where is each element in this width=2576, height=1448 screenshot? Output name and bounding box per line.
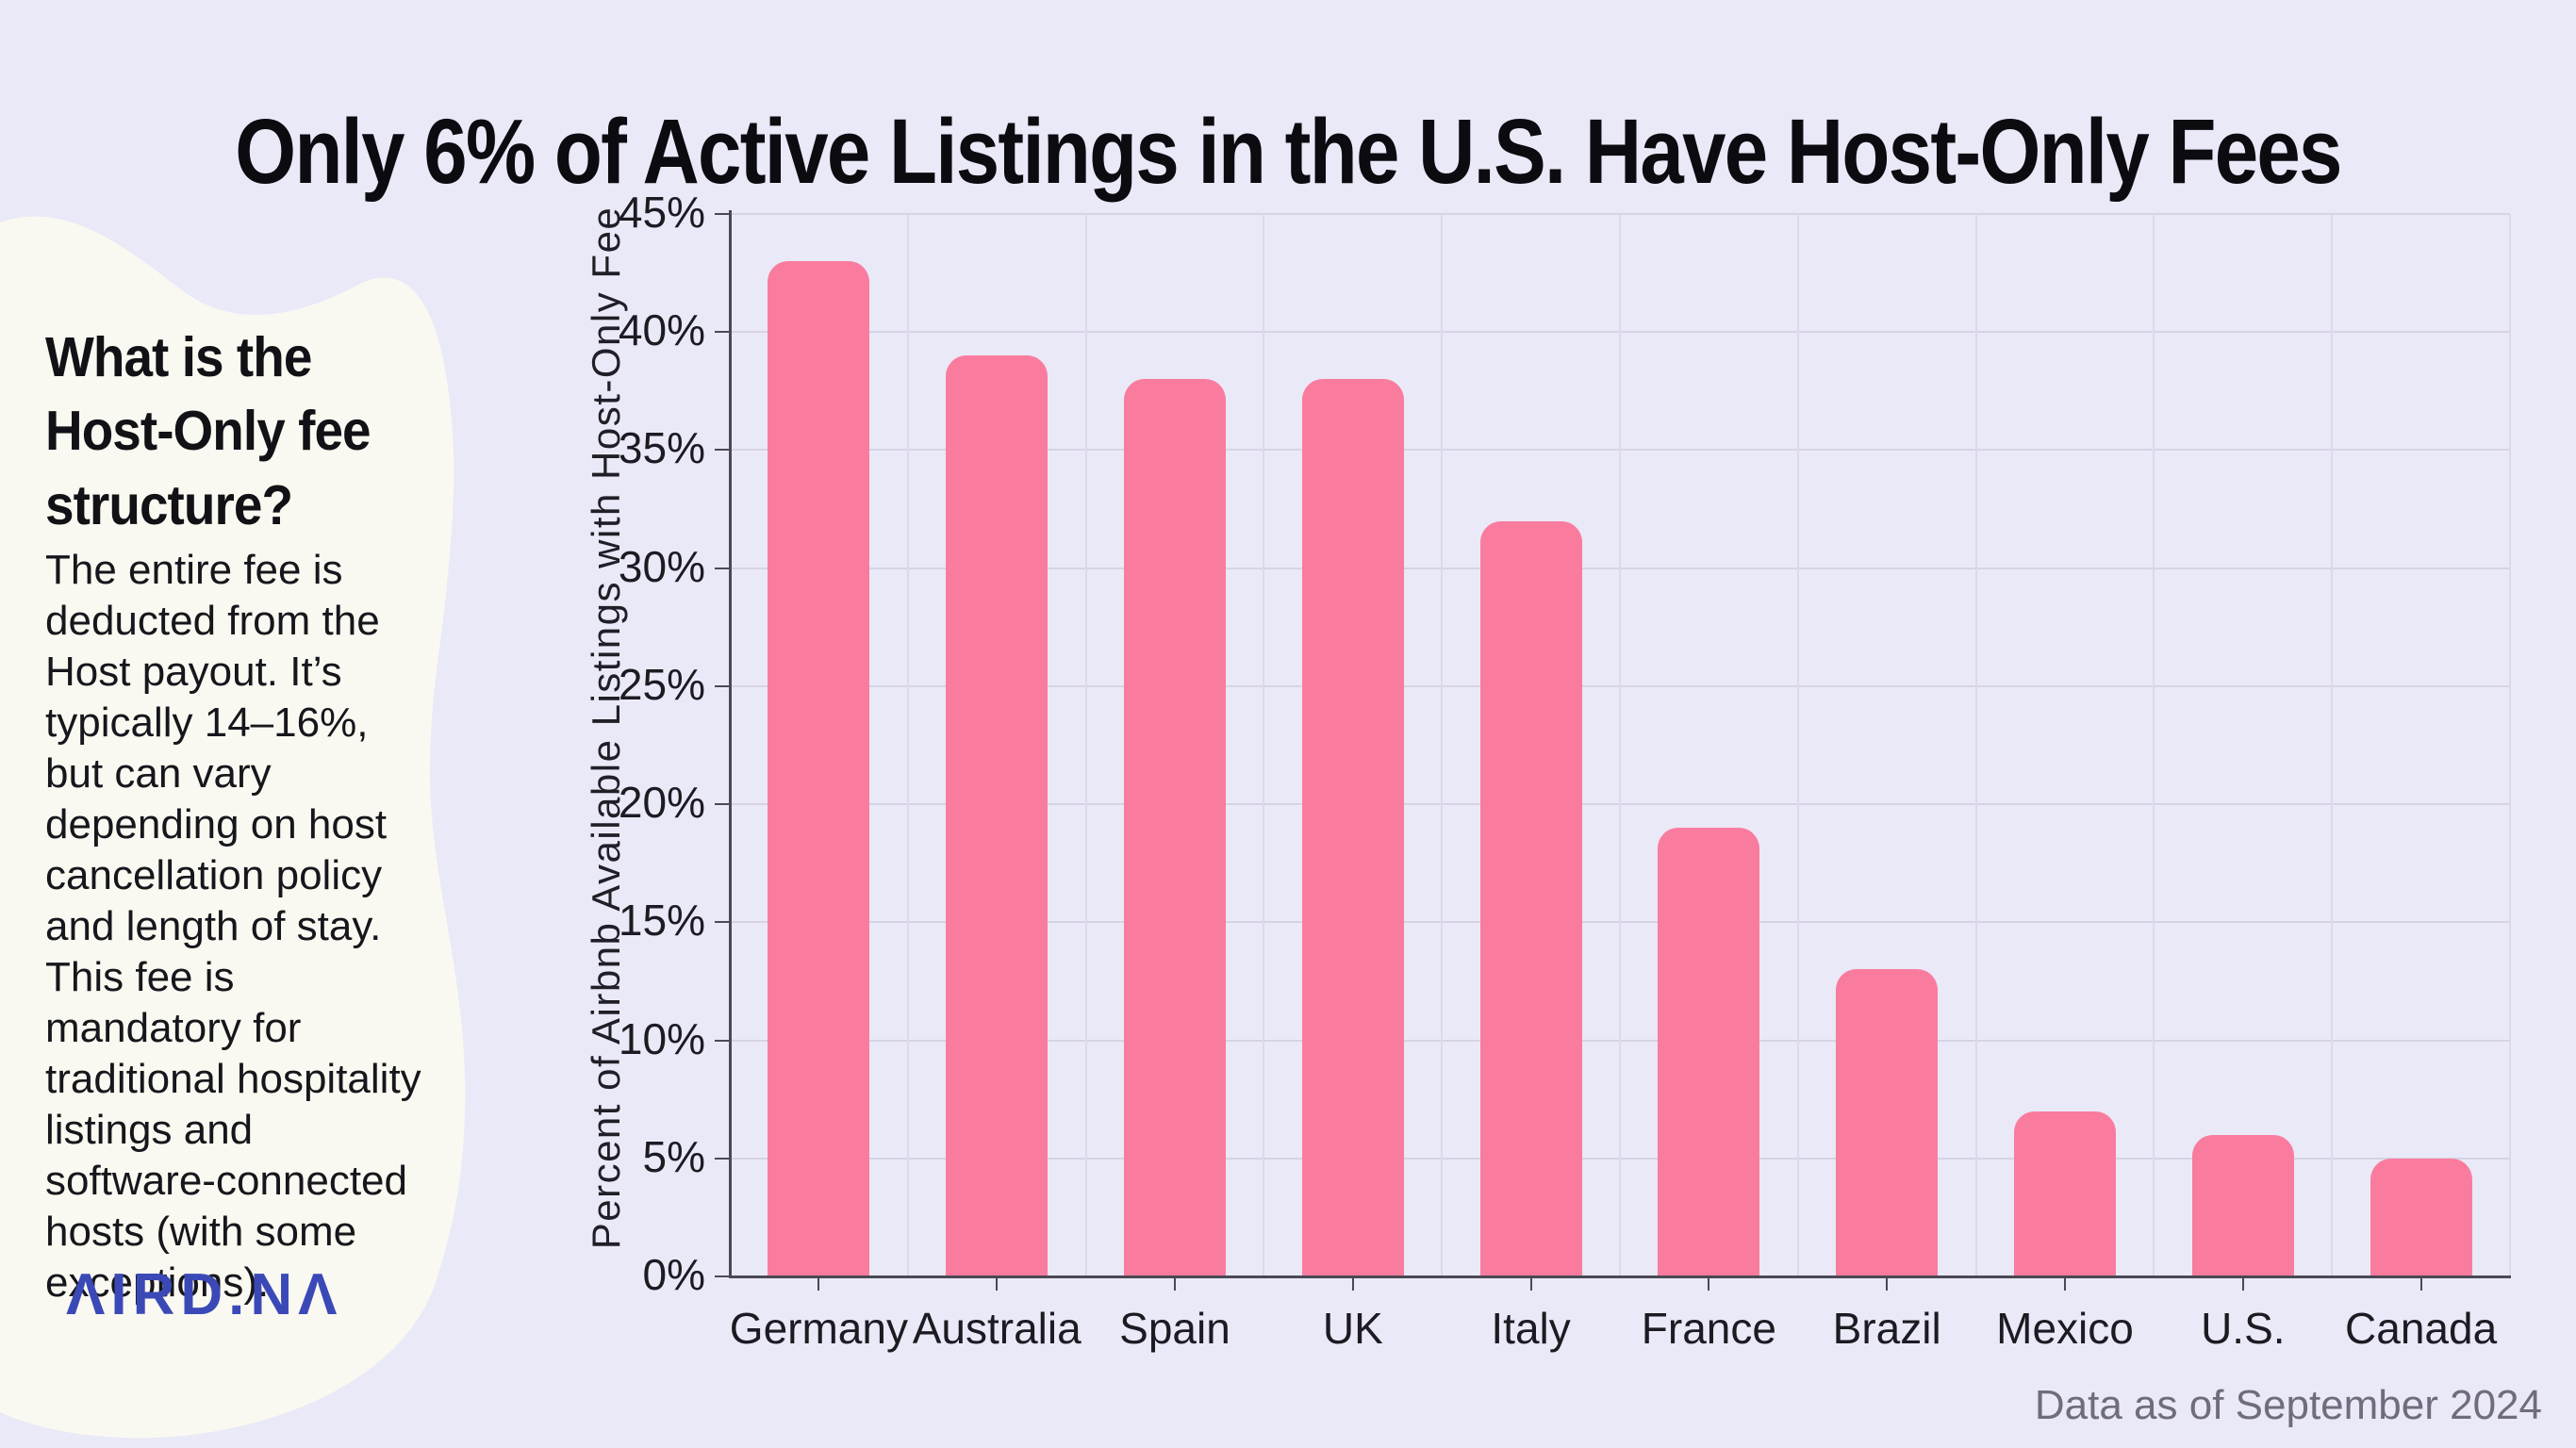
- y-axis-tick-label: 0%: [642, 1250, 705, 1299]
- sidebar-body-text: The entire fee is deducted from the Host p…: [45, 545, 536, 1308]
- sidebar-body-line: deducted from the: [45, 598, 380, 644]
- sidebar-body-line: Host payout. It’s: [45, 649, 342, 695]
- y-axis-tick-label: 25%: [618, 659, 705, 709]
- sidebar-body-line: mandatory for: [45, 1005, 302, 1051]
- sidebar-body-line: cancellation policy: [45, 852, 383, 898]
- x-axis-tick: [2241, 1278, 2244, 1291]
- x-axis-tick: [1708, 1278, 1710, 1291]
- x-axis-category-label: Australia: [912, 1304, 1082, 1353]
- sidebar-body-line: The entire fee is: [45, 547, 343, 593]
- x-axis-category-label: UK: [1322, 1304, 1383, 1353]
- y-axis-tick: [715, 1039, 730, 1042]
- x-axis-category-label: U.S.: [2201, 1304, 2286, 1353]
- y-axis-tick-label: 40%: [618, 305, 705, 355]
- bar-mexico: [2014, 1111, 2116, 1276]
- x-axis-category-label: France: [1641, 1304, 1776, 1353]
- y-axis-tick: [715, 449, 730, 452]
- x-axis-line: [729, 1275, 2511, 1278]
- sidebar-body-line: and length of stay.: [45, 903, 382, 949]
- x-axis-tick: [2064, 1278, 2066, 1291]
- y-axis-tick-label: 20%: [618, 778, 705, 828]
- x-axis-tick: [1174, 1278, 1176, 1291]
- sidebar-heading-line: What is the: [45, 326, 312, 388]
- y-axis-tick-label: 30%: [618, 541, 705, 591]
- y-axis-tick: [715, 684, 730, 687]
- x-gridline: [1974, 214, 1977, 1276]
- x-axis-category-label: Germany: [729, 1304, 908, 1353]
- sidebar-heading-line: structure?: [45, 473, 293, 536]
- x-axis-tick: [2419, 1278, 2422, 1291]
- y-axis-tick: [715, 567, 730, 569]
- y-axis-tick: [715, 1275, 730, 1277]
- y-axis-tick-label: 45%: [618, 188, 705, 237]
- bar-spain: [1124, 379, 1226, 1276]
- y-axis-line: [729, 210, 732, 1278]
- sidebar-body-line: traditional hospitality: [45, 1056, 421, 1102]
- page-title: Only 6% of Active Listings in the U.S. H…: [235, 99, 2342, 203]
- y-axis-tick: [715, 803, 730, 806]
- sidebar-heading: What is the Host-Only fee structure?: [45, 321, 457, 542]
- data-footnote: Data as of September 2024: [2034, 1382, 2542, 1428]
- bar-uk: [1301, 379, 1404, 1276]
- bar-france: [1658, 828, 1760, 1276]
- bar-canada: [2370, 1158, 2472, 1276]
- y-axis-tick-label: 15%: [618, 896, 705, 946]
- sidebar-blob-shape: [0, 216, 466, 1439]
- blob-path: [0, 216, 466, 1439]
- bar-us: [2191, 1134, 2294, 1276]
- bar-italy: [1479, 520, 1582, 1276]
- x-axis-tick: [1351, 1278, 1354, 1291]
- y-axis-tick: [715, 1157, 730, 1160]
- x-gridline: [2509, 214, 2511, 1276]
- x-gridline: [2153, 214, 2155, 1276]
- x-gridline: [1441, 214, 1444, 1276]
- x-gridline: [1796, 214, 1799, 1276]
- sidebar-body-line: listings and: [45, 1107, 254, 1153]
- sidebar-heading-line: Host-Only fee: [45, 400, 372, 463]
- x-gridline: [906, 214, 909, 1276]
- x-axis-category-label: Canada: [2345, 1304, 2498, 1353]
- y-axis-title: Percent of Airbnb Available Listings wit…: [584, 206, 628, 1250]
- x-axis-tick: [996, 1278, 999, 1291]
- x-gridline: [2331, 214, 2334, 1276]
- bar-brazil: [1836, 969, 1939, 1276]
- y-axis-tick: [715, 213, 730, 215]
- x-axis-category-label: Mexico: [1996, 1304, 2134, 1353]
- y-axis-tick: [715, 921, 730, 924]
- airdna-logo: ΛIRD.NΛ: [66, 1262, 343, 1327]
- y-axis-tick: [715, 331, 730, 334]
- x-gridline: [1619, 214, 1621, 1276]
- x-axis-tick: [817, 1278, 820, 1291]
- x-gridline: [1263, 214, 1265, 1276]
- bar-germany: [768, 261, 870, 1276]
- bar-australia: [946, 355, 1049, 1276]
- sidebar-body-line: exceptions).: [45, 1259, 270, 1306]
- sidebar-body-line: but can vary: [45, 750, 272, 797]
- x-axis-category-label: Spain: [1119, 1304, 1230, 1353]
- sidebar-body-line: depending on host: [45, 801, 388, 847]
- x-axis-tick: [1886, 1278, 1889, 1291]
- y-axis-tick-label: 10%: [618, 1013, 705, 1063]
- y-axis-tick-label: 35%: [618, 423, 705, 473]
- sidebar-body-line: hosts (with some: [45, 1209, 357, 1255]
- sidebar-body-line: This fee is: [45, 954, 235, 1000]
- sidebar-body-line: typically 14–16%,: [45, 699, 369, 746]
- x-axis-category-label: Brazil: [1832, 1304, 1941, 1353]
- y-axis-tick-label: 5%: [642, 1131, 705, 1181]
- x-gridline: [1084, 214, 1087, 1276]
- sidebar-body-line: software-connected: [45, 1158, 407, 1204]
- x-axis-tick: [1529, 1278, 1532, 1291]
- x-axis-category-label: Italy: [1491, 1304, 1571, 1353]
